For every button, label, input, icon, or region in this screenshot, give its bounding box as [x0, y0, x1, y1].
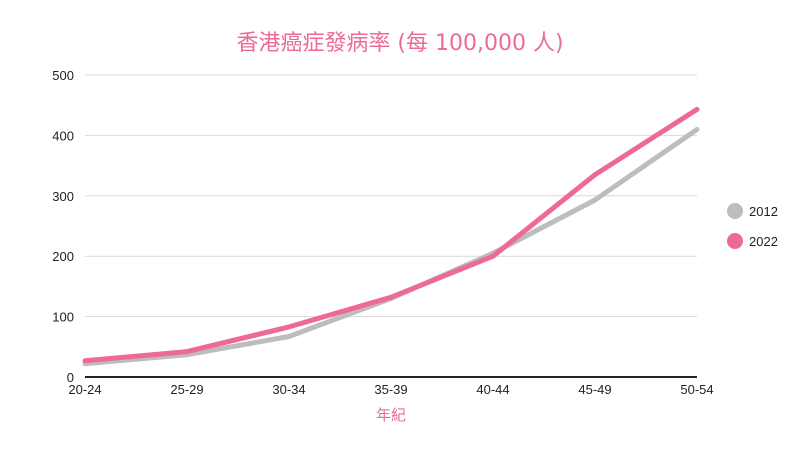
x-tick-label: 50-54: [680, 382, 713, 397]
y-tick-label: 500: [52, 68, 74, 83]
legend: 2012 2022: [727, 203, 778, 249]
x-tick-label: 20-24: [68, 382, 101, 397]
x-tick-label: 45-49: [578, 382, 611, 397]
grid-lines: [85, 74, 697, 318]
x-tick-label: 35-39: [374, 382, 407, 397]
y-tick-label: 400: [52, 128, 74, 143]
series-lines: [82, 106, 700, 367]
y-tick-label: 100: [52, 310, 74, 325]
y-tick-label: 0: [67, 370, 74, 385]
y-tick-label: 200: [52, 249, 74, 264]
x-tick-label: 40-44: [476, 382, 509, 397]
legend-label-2022: 2022: [749, 234, 778, 249]
series-line-2012: [82, 126, 700, 367]
legend-label-2012: 2012: [749, 204, 778, 219]
axes: 0 100 200 300 400 500 20-24 25-29 30-34 35-39 40-4…: [52, 68, 713, 397]
legend-marker-2012: [727, 203, 743, 219]
chart-title: 香港癌症發病率 (每 100,000 人): [236, 31, 563, 56]
legend-marker-2022: [727, 233, 743, 249]
y-tick-label: 300: [52, 189, 74, 204]
series-line-2022: [82, 106, 700, 364]
x-axis-label: 年紀: [376, 406, 406, 424]
x-tick-label: 30-34: [272, 382, 305, 397]
x-tick-label: 25-29: [170, 382, 203, 397]
